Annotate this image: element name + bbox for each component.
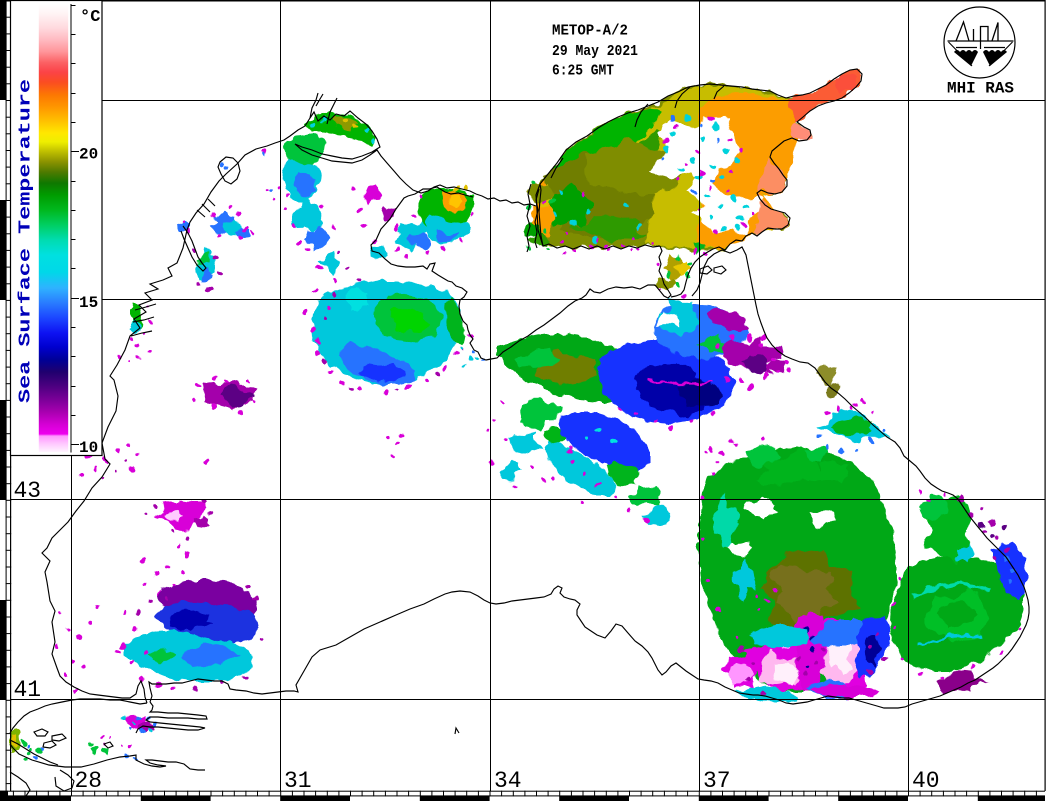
svg-text:10: 10 bbox=[79, 439, 98, 457]
svg-text:37: 37 bbox=[703, 768, 731, 794]
svg-text:15: 15 bbox=[79, 294, 98, 312]
svg-text:41: 41 bbox=[14, 677, 42, 703]
svg-text:Sea Surface Temperature: Sea Surface Temperature bbox=[17, 79, 36, 403]
svg-text:°C: °C bbox=[80, 8, 100, 27]
svg-text:MHI RAS: MHI RAS bbox=[947, 80, 1014, 98]
svg-text:20: 20 bbox=[79, 146, 98, 164]
svg-text:31: 31 bbox=[284, 768, 312, 794]
svg-text:40: 40 bbox=[912, 768, 940, 794]
svg-text:6:25 GMT: 6:25 GMT bbox=[552, 64, 614, 80]
svg-text:34: 34 bbox=[494, 768, 522, 794]
svg-text:METOP-A/2: METOP-A/2 bbox=[552, 24, 628, 40]
svg-text:43: 43 bbox=[14, 478, 42, 504]
svg-text:28: 28 bbox=[75, 768, 103, 794]
svg-text:29 May 2021: 29 May 2021 bbox=[552, 44, 638, 60]
